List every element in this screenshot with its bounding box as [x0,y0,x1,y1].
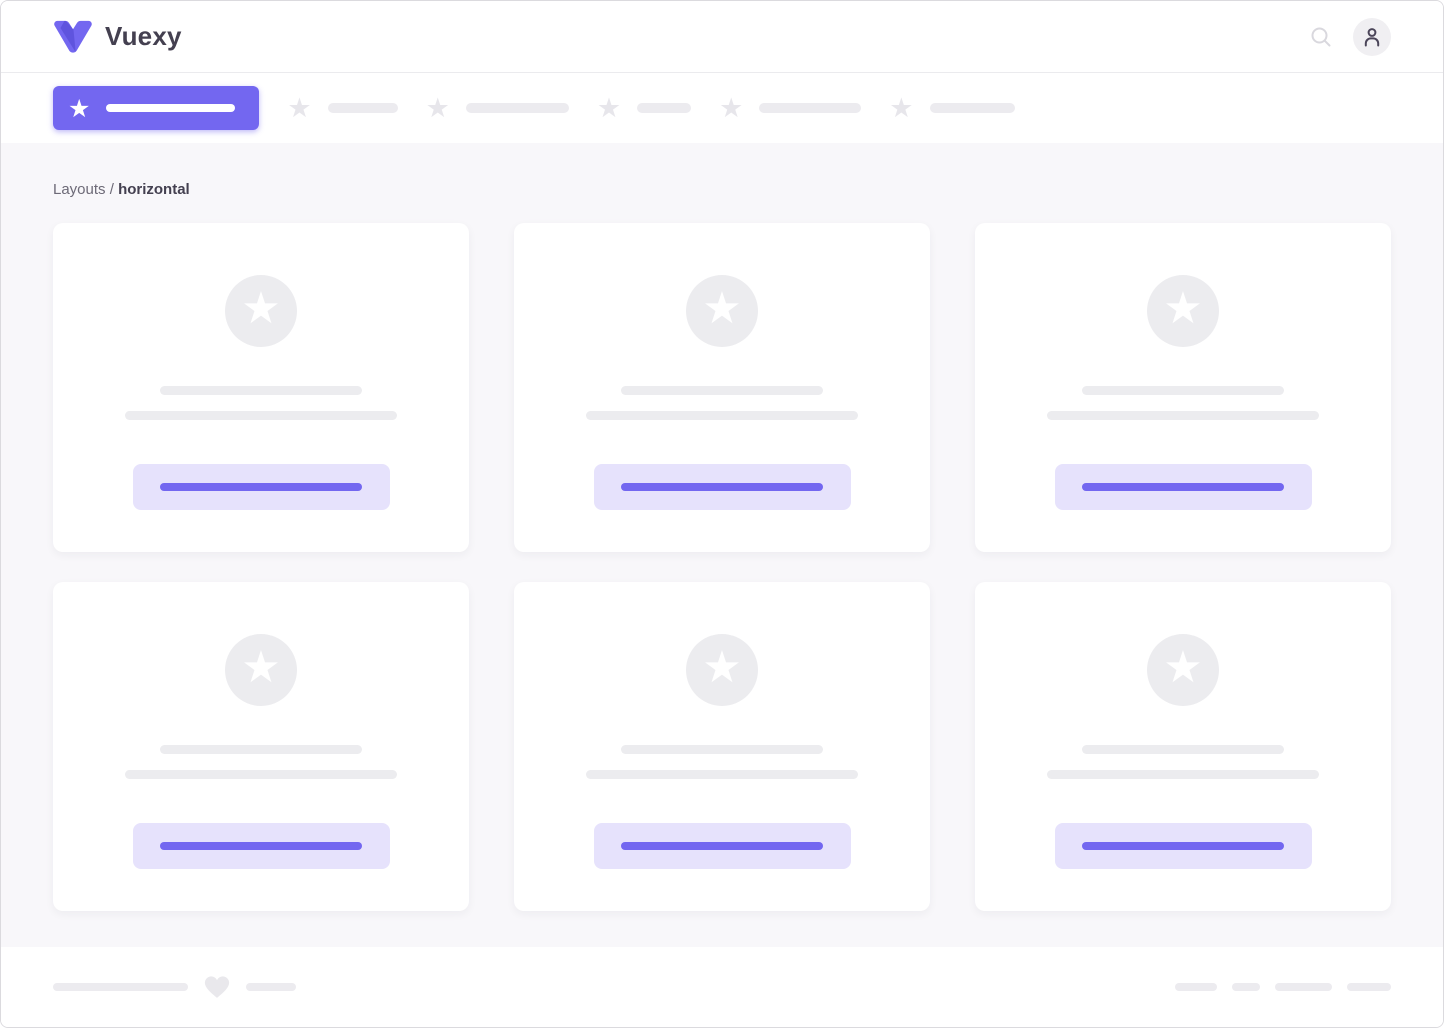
nav-label-placeholder [327,103,398,113]
image-placeholder-circle: ★ [225,634,297,706]
nav-menu-item[interactable]: ★ [596,92,692,124]
star-icon: ★ [425,92,450,124]
placeholder-card: ★ [514,582,930,911]
horizontal-navbar: ★ ★ ★ ★ ★ ★ [1,73,1443,143]
footer-link-placeholder [1275,983,1332,991]
card-grid: ★ ★ ★ ★ [53,223,1391,911]
footer-right [1175,983,1391,991]
image-placeholder-circle: ★ [225,275,297,347]
star-icon: ★ [241,283,281,334]
nav-menu-item[interactable]: ★ [287,92,398,124]
button-placeholder[interactable] [593,464,851,510]
placeholder-card: ★ [53,223,469,552]
footer-text-placeholder [53,983,188,991]
text-placeholder-line [160,745,362,754]
text-placeholder-line [586,411,858,420]
search-icon[interactable] [1309,25,1333,49]
footer-text-placeholder [246,983,296,991]
text-placeholder-line [1082,386,1284,395]
text-placeholder-line [125,770,397,779]
content-area: Layouts / horizontal ★ ★ ★ [1,143,1443,947]
text-placeholder-line [125,411,397,420]
star-icon: ★ [68,93,91,123]
nav-label-placeholder [637,103,692,113]
star-icon: ★ [1163,642,1203,693]
text-placeholder-line [1047,770,1319,779]
nav-menu-item[interactable]: ★ [426,95,569,122]
nav-label-placeholder [106,104,236,112]
footer-link-placeholder [1232,983,1260,991]
breadcrumb: Layouts / horizontal [53,181,190,198]
breadcrumb-current: horizontal [118,181,190,198]
placeholder-card: ★ [514,223,930,552]
button-placeholder[interactable] [1054,464,1312,510]
button-placeholder[interactable] [593,823,851,869]
button-placeholder[interactable] [132,464,390,510]
star-icon: ★ [287,92,312,124]
star-icon: ★ [596,92,622,124]
user-icon [1360,25,1384,49]
nav-label-placeholder [929,103,1015,113]
star-icon: ★ [702,283,742,334]
text-placeholder-line [1047,411,1319,420]
nav-label-placeholder [465,103,569,113]
button-label-placeholder [621,483,823,491]
star-icon: ★ [889,92,914,124]
button-label-placeholder [160,483,362,491]
image-placeholder-circle: ★ [686,275,758,347]
placeholder-card: ★ [975,582,1391,911]
button-label-placeholder [621,842,823,850]
placeholder-card: ★ [975,223,1391,552]
text-placeholder-line [621,386,823,395]
text-placeholder-line [1082,745,1284,754]
footer-left [53,974,296,1000]
brand-name: Vuexy [105,21,182,51]
header-actions [1309,17,1391,56]
image-placeholder-circle: ★ [1147,634,1219,706]
button-label-placeholder [160,842,362,850]
placeholder-card: ★ [53,582,469,911]
nav-menu-item[interactable]: ★ [889,92,1015,124]
button-placeholder[interactable] [132,823,390,869]
star-icon: ★ [1163,283,1203,334]
nav-menu-item[interactable]: ★ [719,92,862,124]
button-label-placeholder [1082,842,1284,850]
footer-link-placeholder [1175,983,1217,991]
button-label-placeholder [1082,483,1284,491]
vuexy-logo-icon [53,20,93,54]
breadcrumb-section[interactable]: Layouts [53,181,106,198]
heart-icon [203,974,231,1000]
user-avatar-button[interactable] [1353,17,1391,56]
text-placeholder-line [621,745,823,754]
star-icon: ★ [719,92,744,124]
footer-link-placeholder [1347,983,1391,991]
brand-logo[interactable]: Vuexy [53,20,182,54]
image-placeholder-circle: ★ [1147,275,1219,347]
image-placeholder-circle: ★ [686,634,758,706]
text-placeholder-line [586,770,858,779]
nav-menu-item[interactable]: ★ [53,86,260,130]
button-placeholder[interactable] [1054,823,1312,869]
nav-label-placeholder [759,103,862,113]
star-icon: ★ [241,642,281,693]
text-placeholder-line [160,386,362,395]
app-header: Vuexy [1,1,1443,73]
star-icon: ★ [702,642,742,693]
app-footer [1,947,1443,1027]
